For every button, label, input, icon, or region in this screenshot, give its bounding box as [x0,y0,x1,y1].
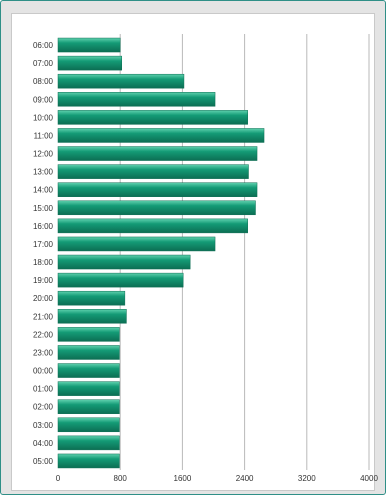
x-tick-label: 3200 [298,474,316,483]
bar [57,182,258,197]
bar [57,92,216,107]
x-tick-label: 0 [56,474,61,483]
bar [57,327,120,342]
category-label: 13:00 [33,168,54,177]
bar [57,164,249,179]
category-label: 20:00 [33,294,54,303]
category-label: 05:00 [33,457,54,466]
category-label: 12:00 [33,150,54,159]
category-label: 11:00 [34,131,54,140]
category-label: 22:00 [33,330,54,339]
category-label: 15:00 [33,204,54,213]
x-tick-label: 4000 [360,474,378,483]
category-label: 02:00 [33,403,54,412]
category-label: 21:00 [33,312,54,321]
category-labels: 06:00 07:00 08:00 09:00 10:00 11:00 12:00 13:00… [33,41,54,466]
bar [57,309,127,324]
category-label: 00:00 [33,367,54,376]
x-tick-label: 2400 [236,474,254,483]
bar [57,128,265,143]
bar [57,218,248,234]
x-tick-label: 1600 [174,474,192,483]
x-tick-labels: 0 800 1600 2400 3200 4000 [56,474,379,483]
bars [57,37,265,469]
category-label: 07:00 [33,59,54,68]
category-label: 19:00 [33,276,54,285]
bar [57,254,191,270]
category-label: 10:00 [33,113,54,122]
bar [57,290,126,306]
bar [57,146,258,161]
category-label: 17:00 [33,240,54,249]
category-label: 01:00 [33,385,54,394]
bar [57,272,184,288]
grid-lines [119,34,370,470]
category-label: 16:00 [33,222,54,231]
bar [57,37,121,53]
category-label: 14:00 [33,186,54,195]
bar [57,453,120,469]
bar [57,399,120,414]
category-label: 09:00 [33,95,54,104]
category-label: 03:00 [33,421,54,430]
bar [57,110,248,125]
category-label: 18:00 [33,258,54,267]
bar [57,435,120,451]
category-label: 06:00 [33,41,54,50]
category-label: 23:00 [33,348,54,357]
bar [57,73,185,89]
x-tick-label: 800 [114,474,128,483]
bar [57,236,216,252]
bar [57,55,123,71]
bar [57,363,120,378]
bar [57,200,256,216]
category-label: 08:00 [33,77,54,86]
bar [57,381,120,396]
bar [57,417,120,433]
bar [57,345,120,360]
category-label: 04:00 [33,439,54,448]
